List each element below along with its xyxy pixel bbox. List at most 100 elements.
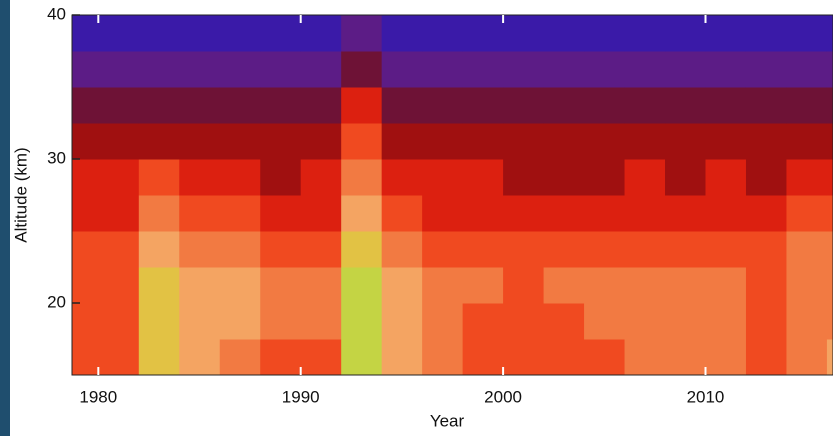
heat-cell [503,123,545,160]
heat-cell [341,51,383,88]
heat-cell [624,339,666,375]
heat-cell [665,87,706,124]
heat-cell [138,123,180,160]
heat-cell [300,267,342,304]
heat-cell [745,195,787,232]
heat-cell [745,159,787,196]
heat-cell [219,303,261,340]
heat-cell [826,123,833,160]
heat-cell [624,51,666,88]
heat-cell [624,159,666,196]
heat-cell [98,15,140,52]
heat-cell [138,87,180,124]
heat-cell [462,267,504,304]
heat-cell [260,231,302,268]
heat-cell [503,231,545,268]
heat-cell [381,123,423,160]
heat-cell [705,231,747,268]
heat-cell [705,195,747,232]
heat-cell [381,51,423,88]
heat-cell [786,195,828,232]
heat-cell [584,87,626,124]
heat-cell [826,267,833,304]
heat-cell [543,303,585,340]
heat-cell [98,51,140,88]
heat-cell [72,87,99,124]
heat-cell [745,87,787,124]
heat-cell [422,15,464,52]
heat-cell [624,15,666,52]
heat-cell [138,339,180,375]
heat-cell [138,195,180,232]
heat-cell [584,195,626,232]
heat-cell [260,339,302,375]
heat-cell [705,123,747,160]
heat-cell [219,267,261,304]
heat-cell [584,51,626,88]
heat-cell [543,339,585,375]
heat-cell [745,123,787,160]
heat-cell [462,231,504,268]
heat-cell [422,87,464,124]
heat-cell [786,303,828,340]
heat-cell [826,231,833,268]
heat-cell [422,303,464,340]
heat-cell [98,195,140,232]
heat-cell [584,339,626,375]
y-tick-label: 40 [47,4,66,23]
heat-cell [503,267,545,304]
heat-cell [341,15,383,52]
heat-cell [138,303,180,340]
heat-cell [503,303,545,340]
heat-cell [503,195,545,232]
heat-cell [624,87,666,124]
heat-cell [179,303,221,340]
heat-cell [665,15,706,52]
heat-cell [422,195,464,232]
heat-cell [219,195,261,232]
heat-cell [786,15,828,52]
heat-cell [381,159,423,196]
heat-cell [462,51,504,88]
heat-cell [260,15,302,52]
heat-cell [584,303,626,340]
heat-cell [543,159,585,196]
plot-frame [71,14,833,376]
heat-cell [300,51,342,88]
heat-cell [381,15,423,52]
heat-cell [138,51,180,88]
heat-cell [584,15,626,52]
heat-cell [503,51,545,88]
heat-cell [422,267,464,304]
heat-cell [705,87,747,124]
heatmap [72,15,833,375]
heat-cell [705,339,747,375]
heat-cell [179,231,221,268]
heat-cell [705,15,747,52]
heat-cell [543,87,585,124]
heat-cell [260,87,302,124]
heat-cell [72,267,99,304]
heat-cell [300,195,342,232]
heat-cell [462,195,504,232]
heat-cell [138,231,180,268]
heat-cell [826,195,833,232]
heat-cell [786,231,828,268]
heat-cell [341,87,383,124]
heat-cell [786,87,828,124]
heat-cell [786,339,828,375]
y-tick-label: 20 [47,292,66,311]
heat-cell [665,339,706,375]
heat-cell [665,303,706,340]
heat-cell [543,123,585,160]
heat-cell [72,231,99,268]
heat-cell [219,339,261,375]
heat-cell [72,339,99,375]
heat-cell [745,267,787,304]
heat-cell [381,339,423,375]
heat-cell [179,123,221,160]
heat-cell [624,303,666,340]
heat-cell [72,303,99,340]
heat-cell [705,159,747,196]
